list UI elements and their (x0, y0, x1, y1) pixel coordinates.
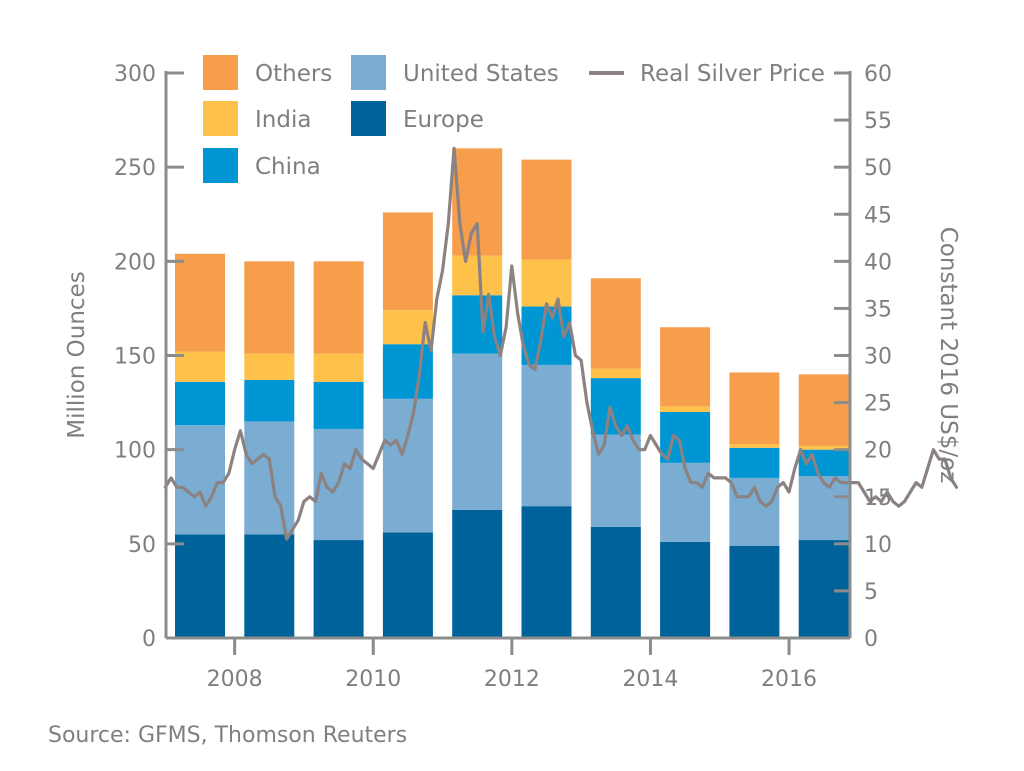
left-axis-title: Million Ounces (64, 271, 90, 438)
right-tick-label-30: 30 (864, 345, 892, 370)
bar-india-2009 (313, 353, 364, 382)
right-tick-label-5: 5 (864, 580, 878, 605)
legend-label-others: Others (255, 61, 332, 87)
bar-india-2014 (660, 406, 711, 412)
bar-others-2013 (590, 278, 641, 369)
legend-swatch-united-states (351, 55, 386, 90)
axes-layer: 0 50 100 150 200 250 300 0 5 10 15 20 25 30 35 40 45 50 55… (114, 62, 892, 692)
price-line-layer (163, 146, 959, 541)
legend-label-china: China (255, 154, 321, 180)
real-silver-price-line (163, 146, 959, 541)
bar-united-states-2014 (660, 462, 711, 542)
bar-united-states-2008 (244, 421, 295, 535)
bar-india-2012 (521, 259, 572, 307)
bar-europe-2007 (175, 534, 225, 638)
bar-india-2008 (244, 353, 295, 380)
legend-label-real-silver-price: Real Silver Price (640, 61, 825, 87)
left-tick-label-50: 50 (128, 533, 156, 558)
bar-europe-2016 (798, 540, 849, 638)
bar-europe-2008 (244, 534, 295, 638)
bar-india-2016 (798, 445, 849, 450)
bar-united-states-2011 (452, 353, 503, 510)
right-tick-label-25: 25 (864, 392, 892, 417)
right-axis-title: Constant 2016 US$/oz (935, 227, 961, 484)
bar-china-2007 (175, 381, 225, 426)
bar-others-2007 (175, 253, 225, 352)
legend-swatch-china (203, 148, 238, 183)
bar-others-2014 (660, 327, 711, 407)
bar-europe-2013 (590, 526, 641, 638)
bar-others-2009 (313, 261, 364, 354)
legend-label-india: India (255, 107, 311, 133)
legend-swatch-europe (351, 101, 386, 136)
bar-china-2008 (244, 379, 295, 422)
bar-europe-2012 (521, 506, 572, 638)
x-tick-label-2012: 2012 (484, 667, 540, 692)
bar-europe-2010 (382, 532, 433, 638)
bar-europe-2014 (660, 541, 711, 638)
right-tick-label-55: 55 (864, 109, 892, 134)
x-tick-label-2016: 2016 (761, 667, 817, 692)
left-tick-label-300: 300 (114, 62, 156, 87)
legend-label-united-states: United States (403, 61, 559, 87)
right-tick-label-10: 10 (864, 533, 892, 558)
right-tick-label-15: 15 (864, 486, 892, 511)
bar-united-states-2016 (798, 476, 849, 541)
bar-others-2015 (729, 372, 780, 445)
right-tick-label-0: 0 (864, 627, 878, 652)
legend-label-europe: Europe (403, 107, 484, 133)
bar-europe-2015 (729, 545, 780, 638)
bar-china-2011 (452, 295, 503, 354)
right-tick-label-60: 60 (864, 62, 892, 87)
right-tick-label-35: 35 (864, 297, 892, 322)
bar-india-2011 (452, 255, 503, 296)
right-tick-label-50: 50 (864, 156, 892, 181)
bar-india-2013 (590, 368, 641, 379)
x-tick-label-2008: 2008 (207, 667, 263, 692)
bar-united-states-2007 (175, 425, 225, 535)
x-tick-label-2014: 2014 (622, 667, 678, 692)
left-tick-label-200: 200 (114, 250, 156, 275)
left-tick-label-150: 150 (114, 345, 156, 370)
bars-layer (175, 148, 849, 638)
bar-united-states-2012 (521, 364, 572, 507)
right-tick-label-20: 20 (864, 439, 892, 464)
right-tick-label-40: 40 (864, 250, 892, 275)
legend: Others India China United States Europe Real … (203, 55, 825, 183)
bar-europe-2009 (313, 540, 364, 638)
bar-india-2015 (729, 444, 780, 448)
left-tick-label-100: 100 (114, 439, 156, 464)
bar-others-2010 (382, 212, 433, 311)
bar-china-2009 (313, 381, 364, 429)
left-tick-label-0: 0 (142, 627, 156, 652)
legend-swatch-others (203, 55, 238, 90)
bar-others-2008 (244, 261, 295, 354)
bar-china-2010 (382, 344, 433, 399)
left-tick-label-250: 250 (114, 156, 156, 181)
bar-others-2016 (798, 374, 849, 446)
bar-united-states-2010 (382, 398, 433, 533)
bar-europe-2011 (452, 509, 503, 638)
bar-others-2012 (521, 159, 572, 260)
legend-swatch-india (203, 101, 238, 136)
source-note: Source: GFMS, Thomson Reuters (48, 723, 407, 748)
bar-china-2015 (729, 447, 780, 478)
x-tick-label-2010: 2010 (345, 667, 401, 692)
bar-united-states-2013 (590, 434, 641, 527)
right-tick-label-45: 45 (864, 203, 892, 228)
